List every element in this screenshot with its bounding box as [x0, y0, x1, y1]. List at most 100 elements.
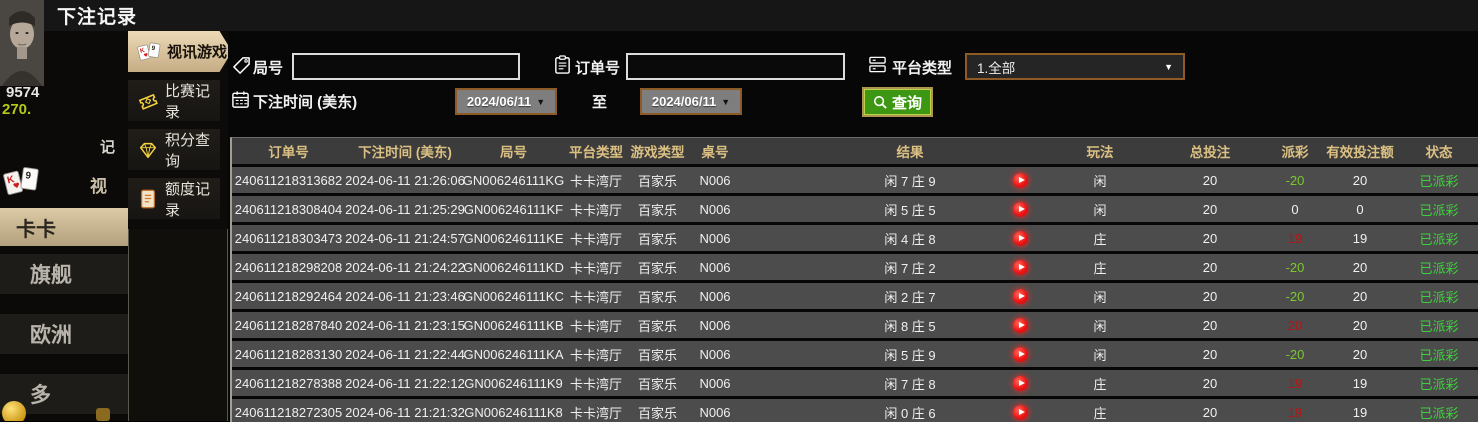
column-header: 平台类型	[569, 145, 623, 160]
play-video-icon[interactable]	[1012, 230, 1028, 246]
title-bar: 下注记录	[44, 0, 1478, 31]
table-row: 240611218287840 2024-06-11 21:23:15 GN00…	[232, 312, 1478, 338]
sidebar-item-video-games[interactable]: K 9 视讯游戏	[128, 31, 232, 72]
chevron-down-icon: ▼	[721, 96, 731, 107]
valid-bet-cell: 20	[1352, 317, 1368, 333]
result-cell: 闲 5 庄 9	[884, 347, 936, 363]
column-header: 局号	[500, 145, 527, 160]
sidebar-item-quota-records[interactable]: 额度记录	[128, 178, 220, 219]
total-bet-cell: 20	[1202, 172, 1218, 188]
platform-cell: 卡卡湾厅	[569, 202, 622, 218]
video-cell	[990, 288, 1050, 304]
table-number-cell: N006	[699, 288, 731, 304]
table-row: 240611218298208 2024-06-11 21:24:22 GN00…	[232, 254, 1478, 280]
status-cell: 已派彩	[1419, 231, 1459, 247]
order-number-input[interactable]	[626, 53, 845, 80]
play-video-icon[interactable]	[1012, 317, 1028, 333]
play-video-icon[interactable]	[1012, 288, 1028, 304]
bet-time-cell: 2024-06-11 21:22:44	[345, 346, 465, 362]
video-cell	[990, 259, 1050, 275]
table-row: 240611218272305 2024-06-11 21:21:32 GN00…	[232, 399, 1478, 422]
total-bet-cell: 20	[1202, 375, 1218, 391]
total-bet-cell: 20	[1202, 230, 1218, 246]
result-cell: 闲 8 庄 5	[884, 318, 936, 334]
bet-time-cell: 2024-06-11 21:23:46	[345, 288, 465, 304]
column-header: 总投注	[1189, 145, 1231, 160]
valid-bet-cell: 19	[1352, 404, 1368, 420]
background-stat-balance: 270.	[2, 101, 32, 118]
order-number-cell: 240611218292464	[234, 288, 343, 304]
status-cell: 已派彩	[1419, 260, 1459, 276]
background-stat-points: 9574	[6, 84, 40, 101]
payout-cell: 19	[1287, 375, 1303, 391]
bet-time-label: 下注时间 (美东)	[253, 94, 358, 111]
payout-cell: -20	[1285, 172, 1305, 188]
order-number-cell: 240611218287840	[234, 317, 343, 333]
play-video-icon[interactable]	[1012, 404, 1028, 420]
bet-time-cell: 2024-06-11 21:26:06	[345, 172, 465, 188]
column-header: 游戏类型	[630, 145, 685, 160]
round-number-cell: GN006246111KG	[462, 172, 565, 188]
tag-icon	[232, 56, 251, 75]
total-bet-cell: 20	[1202, 317, 1218, 333]
svg-text:9: 9	[151, 44, 156, 52]
background-partial-text: 视	[90, 177, 107, 196]
payout-cell: 0	[1291, 201, 1299, 217]
game-type-cell: 百家乐	[637, 318, 677, 334]
calendar-icon	[231, 90, 250, 109]
order-number-cell: 240611218313682	[234, 172, 343, 188]
total-bet-cell: 20	[1202, 259, 1218, 275]
play-video-icon[interactable]	[1012, 172, 1028, 188]
play-video-icon[interactable]	[1012, 259, 1028, 275]
round-number-cell: GN006246111KC	[463, 288, 564, 304]
payout-cell: -20	[1285, 259, 1305, 275]
bet-time-cell: 2024-06-11 21:24:57	[345, 230, 465, 246]
payout-cell: 19	[1287, 230, 1303, 246]
play-method-cell: 庄	[1093, 405, 1107, 421]
sidebar: K 9 视讯游戏 比赛记录 积分查询	[128, 31, 232, 421]
table-row: 240611218292464 2024-06-11 21:23:46 GN00…	[232, 283, 1478, 309]
result-cell: 闲 5 庄 5	[884, 202, 936, 218]
platform-cell: 卡卡湾厅	[569, 405, 622, 421]
status-cell: 已派彩	[1419, 318, 1459, 334]
column-header: 结果	[896, 145, 924, 160]
game-type-cell: 百家乐	[637, 289, 677, 305]
date-from-select[interactable]: 2024/06/11 ▼	[455, 88, 557, 115]
table-body: 240611218313682 2024-06-11 21:26:06 GN00…	[232, 167, 1478, 422]
round-number-input[interactable]	[292, 53, 520, 80]
game-type-cell: 百家乐	[637, 231, 677, 247]
platform-type-label: 平台类型	[892, 60, 953, 77]
platform-type-select[interactable]: 1.全部 ▼	[965, 53, 1185, 80]
valid-bet-cell: 20	[1352, 346, 1368, 362]
sidebar-item-label: 额度记录	[165, 180, 211, 219]
search-button[interactable]: 查询	[862, 87, 934, 117]
table-row: 240611218313682 2024-06-11 21:26:06 GN00…	[232, 167, 1478, 193]
play-video-icon[interactable]	[1012, 375, 1028, 391]
status-cell: 已派彩	[1419, 202, 1459, 218]
table-row: 240611218283130 2024-06-11 21:22:44 GN00…	[232, 341, 1478, 367]
table-number-cell: N006	[699, 346, 731, 362]
sidebar-item-match-records[interactable]: 比赛记录	[128, 80, 220, 121]
result-cell: 闲 7 庄 9	[884, 173, 936, 189]
valid-bet-cell: 0	[1356, 201, 1364, 217]
order-number-cell: 240611218308404	[234, 201, 343, 217]
background-menu-item: 欧洲	[0, 314, 128, 354]
round-number-cell: GN006246111KA	[463, 346, 564, 362]
table-header-row: 订单号 下注时间 (美东) 局号 平台类型 游戏类型 桌号 结果 玩法 总投注 …	[232, 138, 1478, 164]
platform-cell: 卡卡湾厅	[569, 260, 622, 276]
round-number-label: 局号	[253, 60, 284, 77]
round-number-cell: GN006246111KE	[463, 230, 564, 246]
game-type-cell: 百家乐	[637, 347, 677, 363]
platform-cell: 卡卡湾厅	[569, 376, 622, 392]
total-bet-cell: 20	[1202, 288, 1218, 304]
sidebar-item-points-query[interactable]: 积分查询	[128, 129, 220, 170]
play-method-cell: 闲	[1093, 289, 1107, 305]
play-video-icon[interactable]	[1012, 201, 1028, 217]
column-header: 订单号	[268, 145, 309, 160]
bet-time-cell: 2024-06-11 21:21:32	[345, 404, 465, 420]
search-button-label: 查询	[892, 94, 923, 112]
date-to-select[interactable]: 2024/06/11 ▼	[640, 88, 742, 115]
play-video-icon[interactable]	[1012, 346, 1028, 362]
game-type-cell: 百家乐	[637, 202, 677, 218]
page-title: 下注记录	[57, 7, 138, 28]
